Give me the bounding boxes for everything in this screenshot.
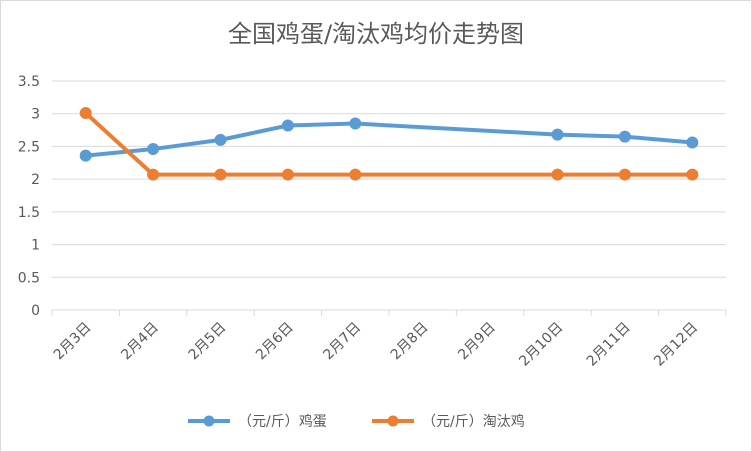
data-point-series-2 (618, 168, 631, 181)
x-tick-label: 2月7日 (320, 320, 364, 364)
data-point-series-1 (551, 128, 564, 141)
y-tick-label: 2.5 (18, 139, 40, 155)
x-tick-label: 2月12日 (651, 320, 701, 370)
legend-item-1: （元/斤）鸡蛋 (186, 408, 327, 434)
data-point-series-2 (147, 168, 160, 181)
legend-swatch (372, 415, 414, 427)
y-tick-label: 2 (31, 172, 40, 188)
legend-swatch-marker (203, 415, 215, 427)
legend-swatch-marker (387, 415, 399, 427)
data-point-series-2 (349, 168, 362, 181)
x-tick-label: 2月10日 (516, 320, 566, 370)
y-tick-label: 3 (31, 107, 40, 123)
data-point-series-1 (147, 143, 160, 156)
x-tick-label: 2月4日 (118, 320, 162, 364)
data-point-series-2 (281, 168, 294, 181)
data-point-series-2 (79, 107, 92, 120)
legend-item-2: （元/斤）淘汰鸡 (370, 408, 525, 434)
legend: （元/斤）鸡蛋 （元/斤）淘汰鸡 (0, 408, 752, 434)
data-point-series-1 (686, 136, 699, 149)
y-tick-label: 1 (31, 238, 40, 254)
data-point-series-2 (214, 168, 227, 181)
y-tick-label: 3.5 (18, 74, 40, 90)
x-tick-label: 2月8日 (388, 320, 432, 364)
data-point-series-1 (281, 119, 294, 132)
x-tick-label: 2月9日 (455, 320, 499, 364)
data-point-series-2 (686, 168, 699, 181)
series-line-2 (83, 111, 695, 177)
data-point-series-2 (551, 168, 564, 181)
y-tick-label: 0 (31, 303, 40, 319)
x-tick-label: 2月11日 (584, 320, 634, 370)
legend-swatch (188, 415, 230, 427)
data-point-series-1 (618, 130, 631, 143)
series-line-1 (83, 121, 695, 158)
y-tick-label: 0.5 (18, 270, 40, 286)
legend-label: （元/斤）鸡蛋 (238, 414, 327, 430)
data-point-series-1 (349, 117, 362, 130)
data-point-series-1 (214, 133, 227, 146)
data-point-series-1 (79, 149, 92, 162)
y-tick-label: 1.5 (18, 205, 40, 221)
x-tick-label: 2月6日 (253, 320, 297, 364)
legend-label: （元/斤）淘汰鸡 (422, 414, 525, 430)
chart-title: 全国鸡蛋/淘汰鸡均价走势图 (227, 20, 525, 48)
x-tick-label: 2月3日 (51, 320, 95, 364)
x-tick-label: 2月5日 (186, 320, 230, 364)
